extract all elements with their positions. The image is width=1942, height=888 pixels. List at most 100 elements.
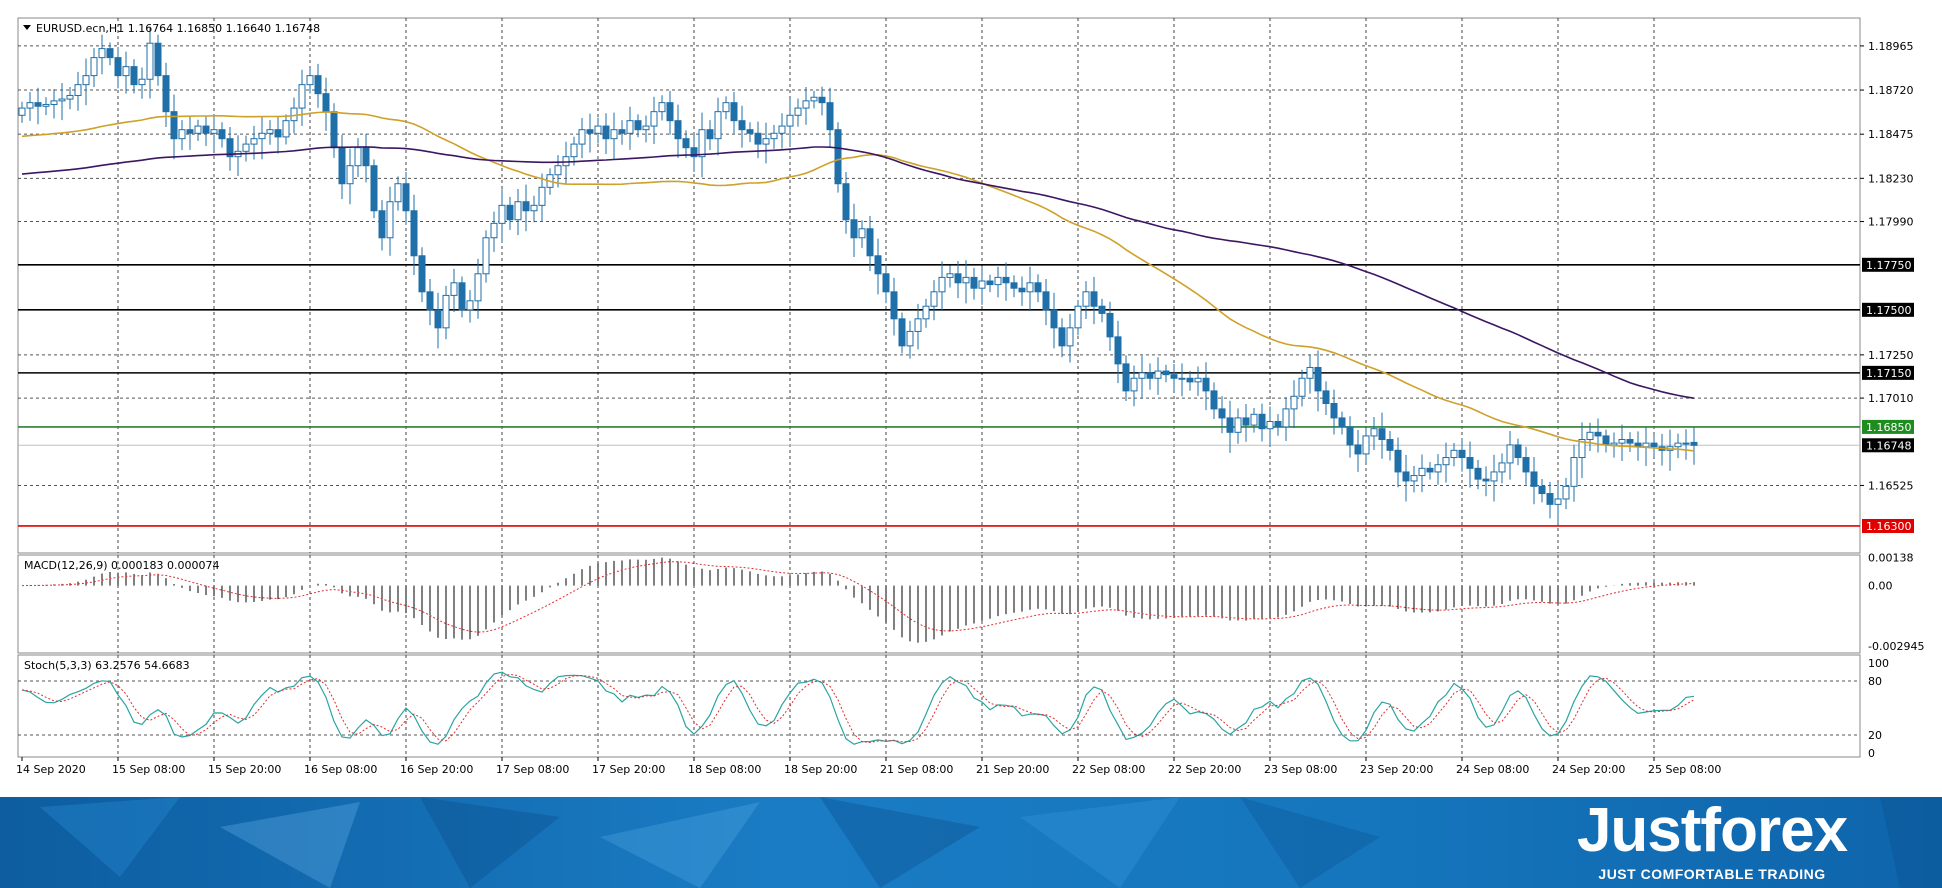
candle-body (322, 93, 330, 113)
candle-body (1578, 439, 1586, 459)
candle-body (866, 228, 874, 257)
candle-body (1218, 408, 1226, 419)
candle-body (354, 147, 362, 167)
time-tick-label: 15 Sep 20:00 (208, 763, 281, 776)
candle-body (170, 111, 178, 140)
candle-body (1066, 327, 1074, 347)
candle-body (1074, 305, 1082, 329)
banner-pattern (40, 797, 1942, 888)
stoch-main (21, 671, 1695, 745)
candle-body (1002, 276, 1010, 284)
time-tick-label: 16 Sep 20:00 (400, 763, 473, 776)
candle-body (410, 210, 418, 257)
time-tick-label: 17 Sep 08:00 (496, 763, 569, 776)
candle-body (1498, 462, 1506, 473)
candle-body (722, 102, 730, 113)
candle-body (634, 120, 642, 131)
candle-body (922, 305, 930, 320)
candle-body (346, 165, 354, 185)
candle-body (1610, 442, 1618, 446)
candle-body (194, 125, 202, 134)
candle-body (602, 125, 610, 140)
candle-body (674, 120, 682, 140)
brand-banner (0, 797, 1942, 888)
candle-body (858, 228, 866, 239)
candle-body (1378, 428, 1386, 441)
candle-body (1058, 327, 1066, 347)
moving-averages (21, 111, 1695, 452)
candle-body (1530, 471, 1538, 487)
candle-body (1234, 417, 1242, 433)
candle-body (1346, 426, 1354, 446)
time-tick-label: 21 Sep 08:00 (880, 763, 953, 776)
candle-body (586, 129, 594, 134)
ma-line (21, 111, 1695, 452)
macd-histogram (29, 557, 1695, 643)
stoch-tick-label: 100 (1868, 657, 1889, 670)
candle-body (522, 201, 530, 212)
candle-body (514, 201, 522, 221)
macd-axis: 0.00138 0.00 -0.002945 (1868, 551, 1924, 652)
dropdown-arrow-icon[interactable] (23, 25, 31, 30)
candle-body (1354, 444, 1362, 455)
candle-body (178, 129, 186, 140)
candle-body (970, 276, 978, 289)
candle-body (890, 291, 898, 320)
candle-body (1186, 377, 1194, 383)
candle-body (618, 129, 626, 134)
stochastic-panel: 100 80 20 0 Stoch(5,3,3) 63.2576 54.6683 (17, 654, 1889, 760)
time-tick-label: 25 Sep 08:00 (1648, 763, 1721, 776)
candle-body (698, 129, 706, 158)
candle-body (826, 102, 834, 131)
candle-body (1130, 377, 1138, 392)
candle-body (834, 129, 842, 185)
candle-body (106, 48, 114, 59)
candle-body (442, 294, 450, 329)
price-tick-label: 1.16525 (1868, 479, 1914, 492)
candle-body (474, 273, 482, 302)
candle-body (466, 300, 474, 311)
candle-body (1690, 441, 1698, 446)
price-label: 1.17150 (1866, 367, 1912, 380)
candle-body (914, 318, 922, 332)
candle-body (538, 186, 546, 206)
candle-body (1394, 449, 1402, 473)
candle-body (642, 125, 650, 131)
candle-body (626, 120, 634, 134)
candles (18, 27, 1698, 524)
price-label-box (1862, 302, 1914, 317)
candle-body (1178, 377, 1186, 380)
candle-body (1154, 370, 1162, 379)
candle-body (418, 255, 426, 293)
ma-line (21, 146, 1695, 399)
stoch-tick-label: 0 (1868, 747, 1875, 760)
time-axis: 14 Sep 2020 15 Sep 08:00 15 Sep 20:00 16 Se… (16, 757, 1721, 776)
macd-signal-line (21, 561, 1695, 633)
candle-body (978, 280, 986, 289)
price-tick-label: 1.17250 (1868, 349, 1914, 362)
time-tick-label: 18 Sep 08:00 (688, 763, 761, 776)
candle-body (1586, 431, 1594, 441)
candle-body (42, 103, 50, 107)
candle-body (506, 204, 514, 221)
candle-body (1538, 485, 1546, 495)
candle-body (1250, 413, 1258, 426)
candle-body (1306, 366, 1314, 379)
time-tick-label: 21 Sep 20:00 (976, 763, 1049, 776)
candle-body (666, 102, 674, 122)
candle-body (282, 120, 290, 138)
time-tick-label: 18 Sep 20:00 (784, 763, 857, 776)
candle-body (658, 102, 666, 113)
stoch-signal (21, 673, 1695, 744)
candle-body (1106, 312, 1114, 338)
price-label-box (1862, 518, 1914, 533)
candle-body (434, 309, 442, 329)
candle-body (1098, 305, 1106, 314)
candle-body (18, 107, 26, 116)
candle-body (1514, 444, 1522, 459)
stoch-tick-label: 20 (1868, 729, 1882, 742)
candle-body (26, 102, 34, 109)
candle-body (266, 129, 274, 134)
candle-body (1418, 467, 1426, 477)
